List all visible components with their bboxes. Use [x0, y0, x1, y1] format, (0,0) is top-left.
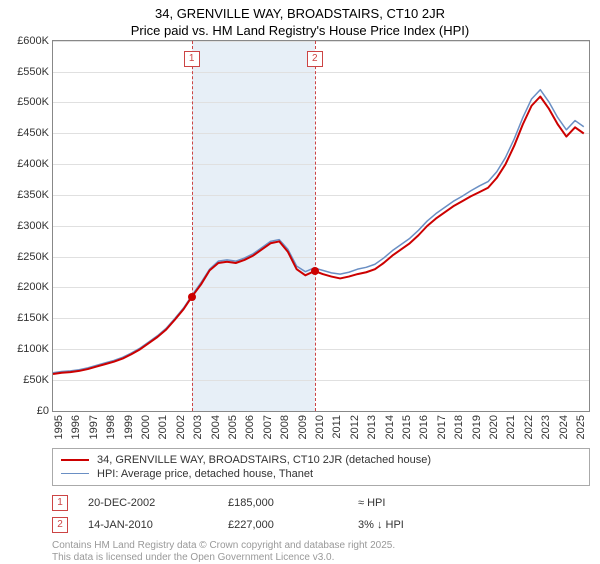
event-delta: 3% ↓ HPI: [358, 519, 590, 531]
event-dot-1: [188, 293, 196, 301]
event-price: £227,000: [228, 519, 358, 531]
x-tick-label: 2014: [384, 415, 396, 439]
legend-label: 34, GRENVILLE WAY, BROADSTAIRS, CT10 2JR…: [97, 454, 431, 466]
event-row-marker: 1: [52, 495, 68, 511]
y-tick-label: £550K: [17, 66, 49, 78]
x-tick-label: 2007: [262, 415, 274, 439]
x-tick-label: 2008: [279, 415, 291, 439]
x-tick-label: 2000: [140, 415, 152, 439]
event-delta: ≈ HPI: [358, 497, 590, 509]
y-tick-label: £500K: [17, 96, 49, 108]
y-tick-label: £100K: [17, 343, 49, 355]
chart-svg: [53, 41, 589, 411]
legend-swatch: [61, 473, 89, 474]
event-row-marker: 2: [52, 517, 68, 533]
x-tick-label: 2018: [453, 415, 465, 439]
footer-attribution: Contains HM Land Registry data © Crown c…: [52, 540, 590, 564]
y-tick-label: £200K: [17, 281, 49, 293]
x-tick-label: 1995: [53, 415, 65, 439]
event-line-2: [315, 41, 316, 411]
x-tick-label: 2004: [210, 415, 222, 439]
x-tick-label: 1996: [70, 415, 82, 439]
legend-label: HPI: Average price, detached house, Than…: [97, 468, 313, 480]
x-tick-label: 2006: [244, 415, 256, 439]
x-tick-label: 2016: [418, 415, 430, 439]
x-tick-label: 1997: [88, 415, 100, 439]
event-marker-2: 2: [307, 51, 323, 67]
x-tick-label: 2005: [227, 415, 239, 439]
legend-item: HPI: Average price, detached house, Than…: [61, 467, 581, 481]
x-tick-label: 2023: [540, 415, 552, 439]
x-tick-label: 2020: [488, 415, 500, 439]
x-tick-label: 2021: [505, 415, 517, 439]
y-tick-label: £300K: [17, 220, 49, 232]
event-row: 1 20-DEC-2002£185,000≈ HPI: [52, 492, 590, 514]
x-tick-label: 2009: [297, 415, 309, 439]
footer-line-1: Contains HM Land Registry data © Crown c…: [52, 540, 590, 552]
x-tick-label: 2015: [401, 415, 413, 439]
event-date: 20-DEC-2002: [88, 497, 228, 509]
y-tick-label: £400K: [17, 158, 49, 170]
y-tick-label: £450K: [17, 127, 49, 139]
x-tick-label: 2001: [157, 415, 169, 439]
event-dot-2: [311, 267, 319, 275]
x-tick-label: 2011: [331, 415, 343, 439]
title-line-1: 34, GRENVILLE WAY, BROADSTAIRS, CT10 2JR: [0, 6, 600, 23]
legend-box: 34, GRENVILLE WAY, BROADSTAIRS, CT10 2JR…: [52, 448, 590, 486]
legend-swatch: [61, 459, 89, 461]
x-tick-label: 1999: [123, 415, 135, 439]
x-tick-label: 2024: [558, 415, 570, 439]
x-tick-label: 2003: [192, 415, 204, 439]
title-line-2: Price paid vs. HM Land Registry's House …: [0, 23, 600, 40]
x-tick-label: 2022: [523, 415, 535, 439]
x-tick-label: 2013: [366, 415, 378, 439]
x-tick-label: 2012: [349, 415, 361, 439]
event-price: £185,000: [228, 497, 358, 509]
y-tick-label: £600K: [17, 35, 49, 47]
series-property: [53, 96, 584, 374]
footer-line-2: This data is licensed under the Open Gov…: [52, 552, 590, 564]
event-marker-1: 1: [184, 51, 200, 67]
chart-plot-area: £0£50K£100K£150K£200K£250K£300K£350K£400…: [52, 40, 590, 412]
event-row: 2 14-JAN-2010£227,0003% ↓ HPI: [52, 514, 590, 536]
x-tick-label: 2017: [436, 415, 448, 439]
y-tick-label: £0: [37, 405, 49, 417]
x-tick-label: 2025: [575, 415, 587, 439]
event-date: 14-JAN-2010: [88, 519, 228, 531]
legend-item: 34, GRENVILLE WAY, BROADSTAIRS, CT10 2JR…: [61, 453, 581, 467]
x-tick-label: 2019: [471, 415, 483, 439]
chart-title: 34, GRENVILLE WAY, BROADSTAIRS, CT10 2JR…: [0, 0, 600, 40]
y-tick-label: £350K: [17, 189, 49, 201]
x-tick-label: 2002: [175, 415, 187, 439]
y-tick-label: £150K: [17, 312, 49, 324]
y-tick-label: £250K: [17, 251, 49, 263]
series-hpi: [53, 89, 584, 372]
event-line-1: [192, 41, 193, 411]
y-tick-label: £50K: [23, 374, 49, 386]
x-tick-label: 2010: [314, 415, 326, 439]
events-table: 1 20-DEC-2002£185,000≈ HPI 2 14-JAN-2010£22…: [52, 492, 590, 536]
x-tick-label: 1998: [105, 415, 117, 439]
